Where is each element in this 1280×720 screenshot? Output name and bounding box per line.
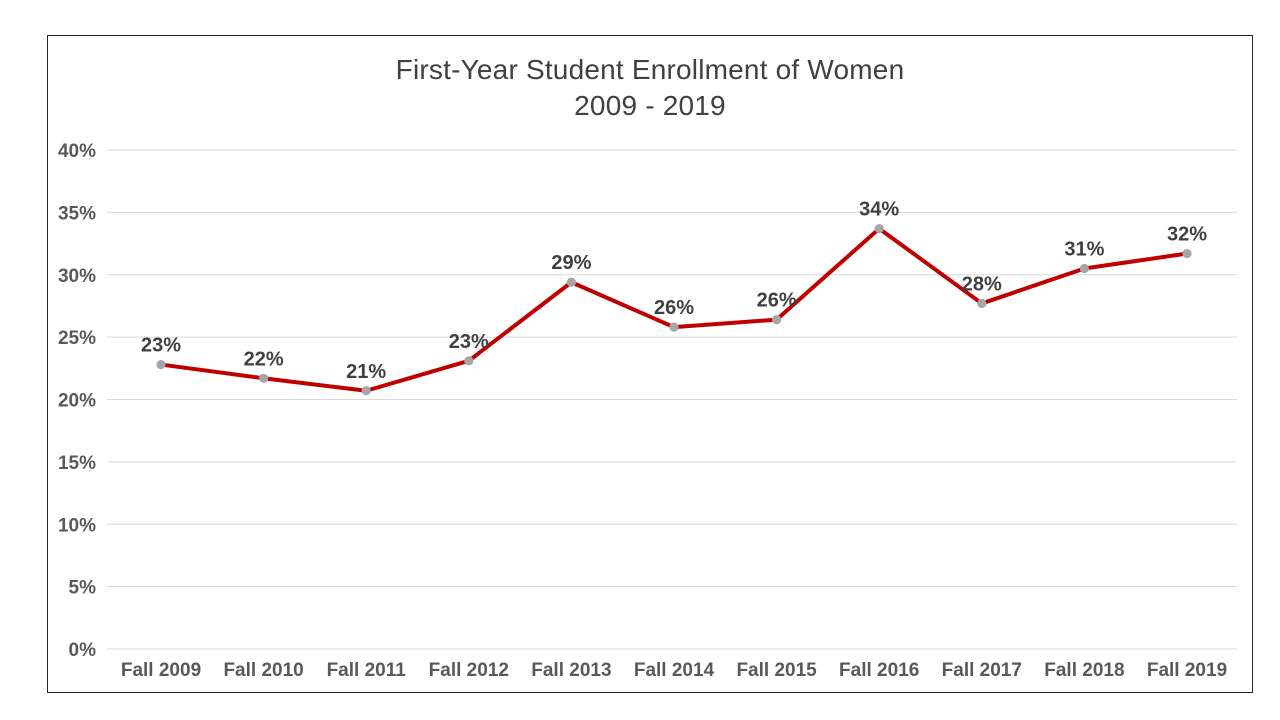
data-point-marker <box>259 373 269 383</box>
data-point-label: 22% <box>244 348 284 370</box>
data-point-marker <box>1079 263 1089 274</box>
data-point-label: 29% <box>551 252 591 274</box>
data-point-label: 23% <box>141 335 181 357</box>
data-point-marker <box>977 298 987 309</box>
y-tick-label: 30% <box>58 266 96 287</box>
y-tick-label: 25% <box>58 328 96 349</box>
x-tick-label: Fall 2009 <box>121 660 201 681</box>
data-point-marker <box>566 277 577 287</box>
x-tick-label: Fall 2010 <box>223 660 303 681</box>
data-point-marker <box>1182 248 1192 259</box>
y-tick-label: 40% <box>58 141 96 162</box>
plot-area: 0% 5% 10% 15% 20% 25% 30% 35% 40% Fall 2009 Fall 2… <box>58 141 1237 681</box>
data-point-label: 31% <box>1064 239 1104 261</box>
y-tick-label: 15% <box>58 453 96 474</box>
data-point-marker <box>156 359 166 370</box>
chart-title-line1: First-Year Student Enrollment of Women <box>395 54 905 85</box>
data-point-label: 21% <box>346 361 386 383</box>
y-tick-label: 0% <box>69 640 97 661</box>
data-point-marker <box>669 322 679 332</box>
y-tick-label: 10% <box>58 515 96 536</box>
data-point-label: 34% <box>859 199 899 221</box>
data-point-label: 32% <box>1167 224 1207 246</box>
y-tick-label: 35% <box>58 203 96 224</box>
x-tick-label: Fall 2015 <box>736 660 817 681</box>
y-tick-label: 20% <box>58 391 96 412</box>
data-point-marker <box>772 315 782 325</box>
y-tick-label: 5% <box>69 578 97 599</box>
chart-frame: First-Year Student Enrollment of Women 2… <box>47 35 1253 693</box>
x-tick-label: Fall 2011 <box>327 660 407 681</box>
x-tick-label: Fall 2013 <box>531 660 611 681</box>
data-point-marker <box>361 386 371 396</box>
chart-title-line2: 2009 - 2019 <box>574 90 726 121</box>
x-tick-label: Fall 2014 <box>634 660 715 681</box>
x-tick-label: Fall 2018 <box>1044 660 1124 681</box>
x-tick-label: Fall 2016 <box>839 660 919 681</box>
data-point-marker <box>464 356 474 366</box>
data-point-label: 26% <box>654 297 694 319</box>
x-tick-label: Fall 2012 <box>429 660 509 681</box>
data-point-label: 23% <box>449 331 489 353</box>
chart-title: First-Year Student Enrollment of Women 2… <box>48 52 1252 124</box>
data-point-marker <box>874 223 884 234</box>
x-tick-label: Fall 2017 <box>942 660 1022 681</box>
data-point-label: 28% <box>962 273 1002 295</box>
x-tick-label: Fall 2019 <box>1147 660 1227 681</box>
data-point-label: 26% <box>757 290 797 312</box>
